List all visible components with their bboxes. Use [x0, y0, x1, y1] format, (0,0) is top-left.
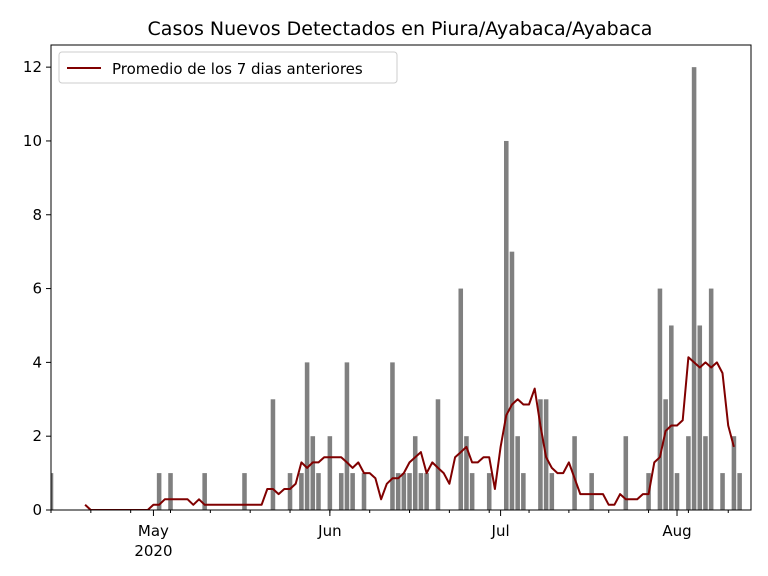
bar [390, 362, 395, 510]
bar [697, 325, 703, 510]
x-tick-label: Jul [491, 522, 510, 540]
y-tick-label: 2 [32, 427, 42, 445]
y-tick-label: 6 [32, 280, 42, 298]
bar [304, 362, 310, 510]
x-tick-label: May [138, 522, 169, 540]
bar [299, 473, 304, 510]
bar [327, 436, 333, 510]
bar [395, 473, 401, 510]
bar [344, 362, 350, 510]
legend: Promedio de los 7 dias anteriores [58, 51, 398, 84]
bar [538, 399, 543, 510]
bar [435, 399, 441, 510]
bar [51, 473, 54, 510]
bar [338, 473, 344, 510]
bar [691, 67, 697, 510]
average-line [84, 356, 735, 510]
bar [504, 140, 509, 510]
bar [424, 473, 429, 510]
x-axis: May 2020 Jun Jul Aug [50, 510, 729, 560]
bar-series [51, 67, 742, 510]
bar [412, 436, 418, 510]
x-tick-year-label: 2020 [134, 542, 172, 560]
bar [407, 473, 412, 510]
bar [663, 399, 668, 510]
legend-box [58, 51, 398, 84]
bar [310, 436, 316, 510]
bar [686, 436, 691, 510]
y-tick-label: 12 [23, 58, 42, 76]
bar [572, 436, 577, 510]
bar [657, 288, 663, 510]
chart-title: Casos Nuevos Detectados en Piura/Ayabaca… [148, 18, 653, 40]
bar [731, 436, 737, 510]
bar [708, 288, 714, 510]
bar [720, 473, 725, 510]
y-axis: 0 2 4 6 8 10 12 [23, 58, 51, 519]
y-tick-label: 0 [32, 501, 42, 519]
bar [401, 473, 407, 510]
bar [669, 325, 674, 510]
y-tick-label: 8 [32, 206, 42, 224]
bar [549, 473, 555, 510]
bar [350, 473, 355, 510]
bar [316, 473, 321, 510]
bar [515, 436, 520, 510]
bar [521, 473, 526, 510]
bar [168, 473, 173, 510]
legend-entry-average: Promedio de los 7 dias anteriores [112, 60, 363, 78]
bar [486, 473, 492, 510]
bar [242, 473, 247, 510]
bar [464, 436, 469, 510]
bar [270, 399, 276, 510]
y-tick-label: 10 [23, 132, 42, 150]
bar [287, 473, 293, 510]
bar [458, 288, 464, 510]
x-tick-label: Aug [662, 522, 691, 540]
bar [469, 473, 475, 510]
average-line-series [84, 356, 735, 510]
bar [623, 436, 629, 510]
plot-frame [50, 44, 752, 511]
bar [703, 436, 708, 510]
y-tick-label: 4 [32, 353, 42, 371]
bar [509, 251, 515, 510]
bar [589, 473, 594, 510]
x-tick-label: Jun [317, 522, 341, 540]
bar [202, 473, 207, 510]
bar [361, 473, 367, 510]
bar [156, 473, 162, 510]
bar [674, 473, 680, 510]
bar [418, 473, 424, 510]
bar [737, 473, 742, 510]
